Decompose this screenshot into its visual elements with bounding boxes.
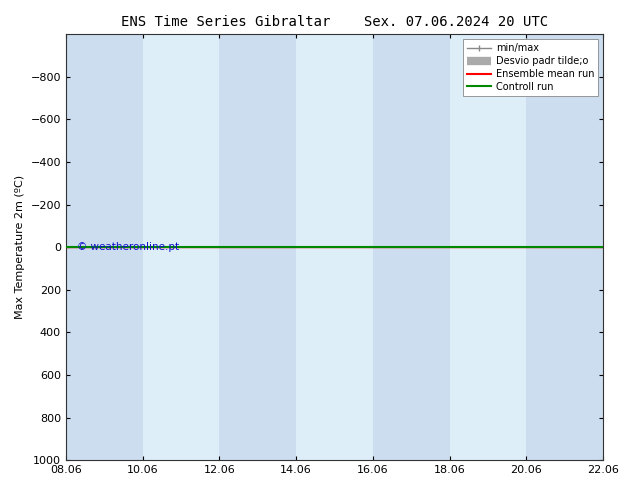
- Title: ENS Time Series Gibraltar    Sex. 07.06.2024 20 UTC: ENS Time Series Gibraltar Sex. 07.06.202…: [121, 15, 548, 29]
- Bar: [526, 34, 603, 460]
- Bar: [66, 34, 143, 460]
- Bar: [373, 34, 450, 460]
- Legend: min/max, Desvio padr tilde;o, Ensemble mean run, Controll run: min/max, Desvio padr tilde;o, Ensemble m…: [463, 39, 598, 96]
- Bar: [219, 34, 296, 460]
- Text: © weatheronline.pt: © weatheronline.pt: [77, 242, 179, 252]
- Y-axis label: Max Temperature 2m (ºC): Max Temperature 2m (ºC): [15, 175, 25, 319]
